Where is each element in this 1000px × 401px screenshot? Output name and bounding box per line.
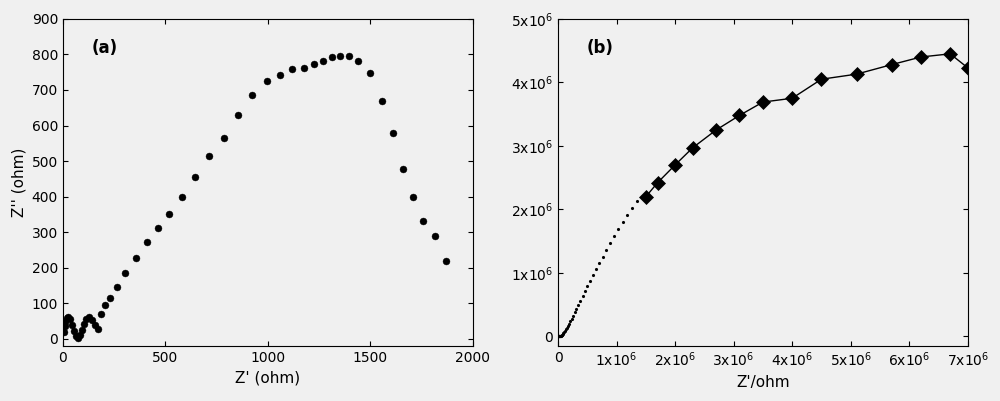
- X-axis label: Z'/ohm: Z'/ohm: [736, 375, 790, 390]
- Text: (a): (a): [92, 38, 118, 57]
- Text: (b): (b): [587, 38, 614, 57]
- Y-axis label: Z'' (ohm): Z'' (ohm): [11, 148, 26, 217]
- X-axis label: Z' (ohm): Z' (ohm): [235, 370, 300, 385]
